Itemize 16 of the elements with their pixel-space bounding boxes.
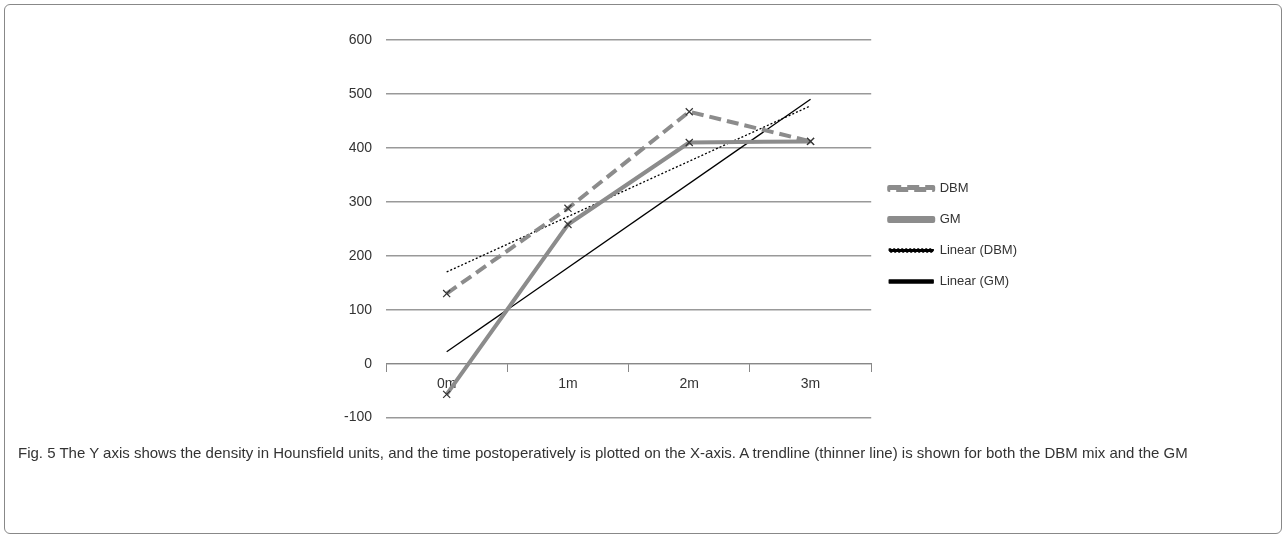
legend-label: DBM: [939, 180, 969, 196]
legend-label: GM: [939, 211, 961, 227]
caption: Fig. 5 The Y axis shows the density in Hounsfield units, and the time postoperatively is plotted on the X-axis. A trendline (thinner line) is shown for both the DBM mix and the GM: [18, 443, 1189, 463]
x-tick-label: 2m: [679, 374, 699, 391]
y-tick-label: 100: [348, 300, 373, 317]
y-tick-label: 0: [364, 354, 373, 371]
x-tick-label: 3m: [800, 374, 821, 391]
legend-label: Linear (DBM): [939, 242, 1017, 258]
y-tick-label: 200: [348, 246, 373, 263]
legend-label: Linear (GM): [939, 273, 1010, 289]
y-tick-label: 600: [348, 30, 373, 47]
y-tick-label: -100: [343, 408, 373, 425]
y-tick-label: 400: [348, 138, 373, 155]
x-tick-label: 1m: [558, 374, 578, 391]
y-tick-label: 300: [348, 192, 373, 209]
y-tick-label: 500: [348, 84, 373, 101]
